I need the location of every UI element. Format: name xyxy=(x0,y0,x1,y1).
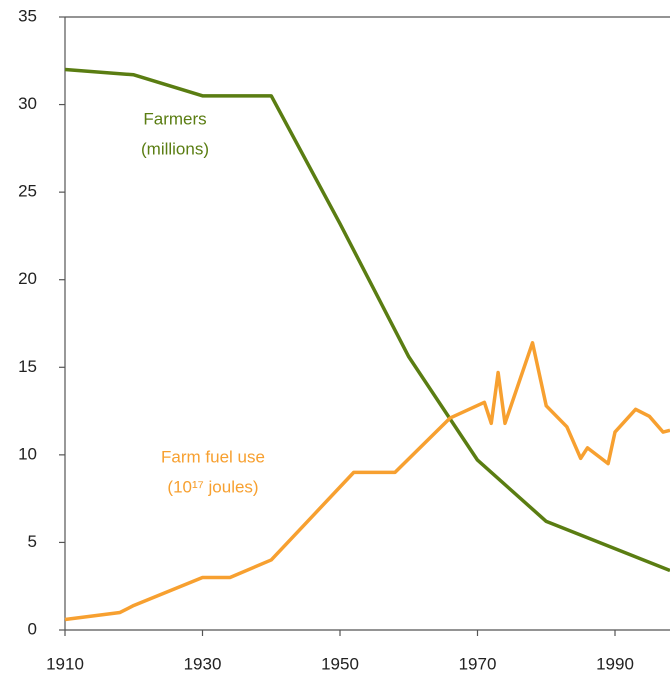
x-tick-label: 1990 xyxy=(596,654,634,673)
series-line xyxy=(64,67,670,573)
x-tick-label: 1930 xyxy=(184,654,222,673)
series-line xyxy=(64,341,670,622)
y-tick-label: 10 xyxy=(18,444,37,463)
series-note: (10¹⁷ joules) xyxy=(167,477,258,496)
x-tick-label: 1910 xyxy=(46,654,84,673)
x-tick-label: 1950 xyxy=(321,654,359,673)
y-tick-label: 15 xyxy=(18,357,37,376)
series-label: Farm fuel use xyxy=(161,447,265,466)
y-tick-label: 30 xyxy=(18,94,37,113)
x-tick-label: 1970 xyxy=(459,654,497,673)
y-tick-label: 20 xyxy=(18,269,37,288)
y-tick-label: 35 xyxy=(18,6,37,25)
y-tick-label: 0 xyxy=(28,619,37,638)
series-note: (millions) xyxy=(141,139,209,158)
y-tick-label: 25 xyxy=(18,182,37,201)
series-label: Farmers xyxy=(143,109,206,128)
y-tick-label: 5 xyxy=(28,532,37,551)
